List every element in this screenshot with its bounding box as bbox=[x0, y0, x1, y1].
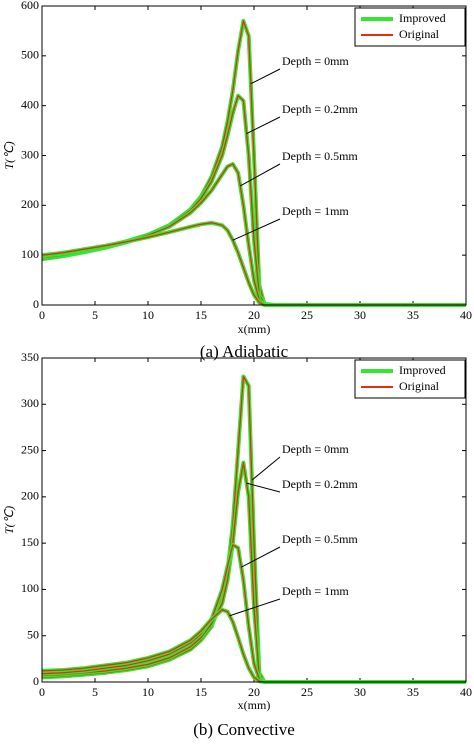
x-tick-label: 40 bbox=[460, 685, 472, 699]
y-axis-label: T(℃) bbox=[2, 141, 16, 169]
caption: (a) Adiabatic bbox=[200, 342, 289, 361]
annotation-arrow bbox=[239, 163, 281, 187]
annotation-arrow bbox=[229, 598, 281, 617]
x-tick-label: 0 bbox=[39, 308, 45, 322]
y-tick-label: 100 bbox=[21, 581, 39, 595]
x-tick-label: 30 bbox=[354, 308, 366, 322]
x-axis-label: x(mm) bbox=[238, 322, 271, 336]
annotation-arrow bbox=[246, 482, 281, 493]
y-tick-label: 600 bbox=[21, 0, 39, 12]
annotation: Depth = 1mm bbox=[282, 584, 349, 598]
x-tick-label: 35 bbox=[407, 685, 419, 699]
x-tick-label: 30 bbox=[354, 685, 366, 699]
x-tick-label: 35 bbox=[407, 308, 419, 322]
y-tick-label: 400 bbox=[21, 97, 39, 111]
plot-frame bbox=[41, 5, 467, 306]
annotation-arrow bbox=[232, 218, 281, 241]
curve-original bbox=[41, 20, 466, 306]
annotation: Depth = 0.5mm bbox=[282, 532, 358, 546]
x-tick-label: 5 bbox=[92, 685, 98, 699]
x-tick-label: 5 bbox=[92, 308, 98, 322]
annotation: Depth = 0mm bbox=[282, 54, 349, 68]
legend-label: Original bbox=[399, 379, 440, 393]
y-tick-label: 0 bbox=[33, 297, 39, 311]
annotation-arrow bbox=[250, 68, 281, 85]
annotation: Depth = 1mm bbox=[282, 204, 349, 218]
legend-box bbox=[354, 359, 466, 399]
y-tick-label: 350 bbox=[21, 350, 39, 364]
x-tick-label: 25 bbox=[301, 308, 313, 322]
legend-label: Improved bbox=[399, 363, 446, 377]
y-tick-label: 150 bbox=[21, 535, 39, 549]
y-tick-label: 50 bbox=[27, 627, 39, 641]
caption: (b) Convective bbox=[193, 720, 295, 739]
x-tick-label: 25 bbox=[301, 685, 313, 699]
annotation-arrow bbox=[246, 116, 281, 135]
x-axis-label: x(mm) bbox=[238, 698, 271, 712]
annotation: Depth = 0mm bbox=[282, 442, 349, 456]
y-tick-label: 0 bbox=[33, 674, 39, 688]
y-tick-label: 500 bbox=[21, 48, 39, 62]
x-tick-label: 40 bbox=[460, 308, 472, 322]
x-tick-label: 20 bbox=[248, 308, 260, 322]
x-tick-label: 0 bbox=[39, 685, 45, 699]
annotation-arrow bbox=[251, 456, 281, 481]
annotation: Depth = 0.2mm bbox=[282, 102, 358, 116]
y-tick-label: 200 bbox=[21, 197, 39, 211]
annotation: Depth = 0.2mm bbox=[282, 477, 358, 491]
annotation-arrow bbox=[241, 546, 281, 568]
y-tick-label: 300 bbox=[21, 147, 39, 161]
legend-label: Improved bbox=[399, 11, 446, 25]
legend-label: Original bbox=[399, 27, 440, 41]
y-tick-label: 250 bbox=[21, 442, 39, 456]
y-axis-label: T(℃) bbox=[2, 506, 16, 534]
y-tick-label: 200 bbox=[21, 489, 39, 503]
x-tick-label: 10 bbox=[142, 308, 154, 322]
curve-original bbox=[41, 375, 466, 683]
x-tick-label: 15 bbox=[195, 308, 207, 322]
x-tick-label: 10 bbox=[142, 685, 154, 699]
x-tick-label: 20 bbox=[248, 685, 260, 699]
annotation: Depth = 0.5mm bbox=[282, 149, 358, 163]
plot-frame bbox=[41, 357, 467, 683]
y-tick-label: 300 bbox=[21, 396, 39, 410]
legend-box bbox=[354, 7, 466, 47]
x-tick-label: 15 bbox=[195, 685, 207, 699]
y-tick-label: 100 bbox=[21, 247, 39, 261]
